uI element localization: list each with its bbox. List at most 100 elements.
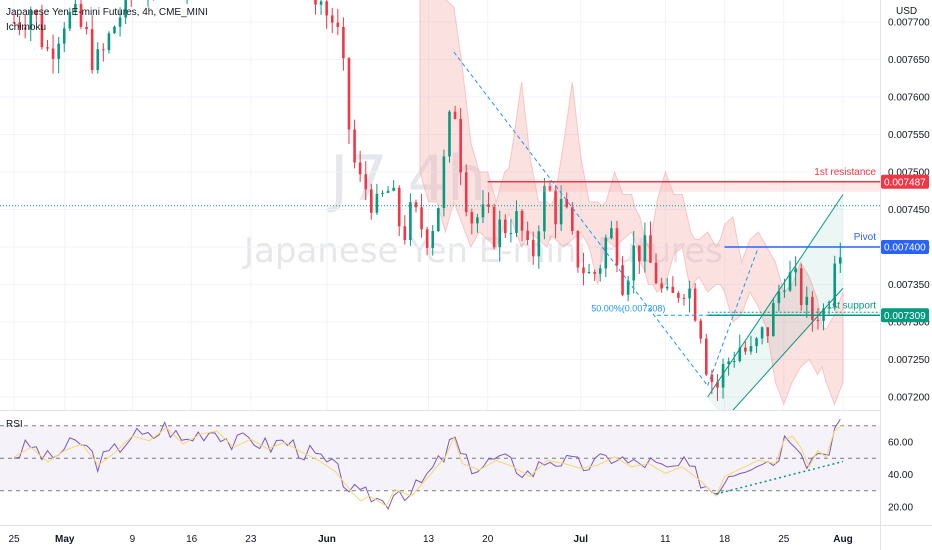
- candle-body: [732, 361, 736, 363]
- rsi-tick-label: 20.00: [888, 503, 913, 514]
- candle-body: [565, 199, 569, 208]
- candle-body: [582, 267, 585, 274]
- candle-body: [526, 230, 529, 240]
- candle-body: [12, 22, 16, 23]
- watermark-symbol: J7 4h: [326, 142, 486, 215]
- candle-body: [716, 381, 719, 388]
- candle-body: [325, 1, 328, 16]
- candle-body: [375, 193, 379, 213]
- price-tick-label: 0.007700: [888, 18, 930, 29]
- fib-retrace-line: [707, 246, 759, 386]
- candle-body: [654, 262, 658, 284]
- candle-body: [57, 43, 60, 59]
- candle-body: [336, 22, 340, 27]
- watermark: J7 4h Japanese Yen E-mini Futures: [242, 142, 723, 271]
- price-tick-label: 0.007600: [888, 93, 930, 104]
- resistance-zone: [487, 180, 880, 192]
- rsi-axis: 60.00 40.00 20.00: [888, 438, 913, 514]
- candle-body: [744, 347, 747, 352]
- rsi-tick-label: 60.00: [888, 438, 913, 449]
- candle-body: [113, 26, 116, 34]
- time-tick-label: 23: [245, 534, 257, 545]
- resistance-label: 1st resistance: [814, 167, 876, 178]
- candle-body: [520, 211, 524, 231]
- candle-body: [515, 211, 518, 234]
- candle-body: [671, 286, 675, 293]
- candle-body: [29, 10, 33, 30]
- candle-body: [487, 204, 490, 207]
- candle-body: [35, 10, 38, 15]
- rsi-ma-line: [13, 424, 844, 507]
- chart-title: Japanese Yen E-mini Futures, 4h, CME_MIN…: [6, 7, 208, 18]
- time-tick-label: 20: [482, 534, 494, 545]
- ichimoku-cloud: [0, 0, 880, 410]
- candle-body: [755, 338, 758, 347]
- candle-body: [319, 1, 323, 5]
- candle-body: [79, 3, 83, 27]
- candle-body: [816, 319, 820, 321]
- candle-body: [537, 231, 541, 257]
- candle-body: [688, 288, 691, 299]
- time-tick-label: 25: [8, 534, 20, 545]
- candle-body: [74, 3, 77, 12]
- candle-body: [481, 204, 485, 218]
- rsi-pane: [0, 418, 880, 510]
- candle-body: [749, 346, 753, 352]
- candle-body: [453, 111, 457, 119]
- time-tick-label: Jul: [574, 534, 589, 545]
- candle-body: [364, 174, 368, 190]
- candle-body: [392, 187, 395, 191]
- candle-body: [90, 29, 94, 71]
- candle-body: [40, 14, 44, 48]
- price-tick-label: 0.007350: [888, 280, 930, 291]
- candle-body: [442, 156, 446, 209]
- time-tick-label: Jun: [318, 534, 336, 545]
- candle-body: [699, 320, 703, 339]
- candle-body: [693, 288, 697, 321]
- candle-body: [788, 272, 792, 291]
- candle-body: [498, 219, 502, 248]
- price-tick-label: 0.007200: [888, 393, 930, 404]
- candle-body: [381, 192, 384, 194]
- time-axis: 25 May 9 16 23 Jun 13 20 Jul 11 18 25 Aug: [8, 534, 852, 545]
- candle-body: [833, 263, 837, 308]
- candle-body: [777, 291, 781, 304]
- candle-body: [342, 26, 345, 59]
- candle-body: [794, 268, 797, 273]
- candle-body: [23, 27, 27, 30]
- candle-body: [46, 47, 49, 49]
- candle-body: [68, 11, 72, 29]
- candle-body: [403, 226, 407, 241]
- ichimoku-cloud-area: [419, 0, 844, 406]
- candle-body: [576, 230, 580, 268]
- candle-body: [102, 49, 105, 51]
- candle-body: [571, 207, 574, 231]
- pivot-label: Pivot: [854, 232, 876, 243]
- indicator-label: Ichimoku: [6, 22, 47, 33]
- candle-body: [314, 0, 317, 5]
- candle-body: [604, 237, 608, 269]
- candle-body: [632, 245, 636, 281]
- level-labels: 1st resistance Pivot 1st support 50.00%(0.0…: [591, 167, 929, 323]
- level-price-badge-text: 0.007309: [884, 311, 926, 322]
- rsi-trend-line: [715, 460, 844, 495]
- candle-body: [677, 292, 680, 298]
- level-price-badge: [881, 174, 929, 189]
- candle-body: [353, 129, 356, 163]
- candle-body: [476, 217, 479, 224]
- candle-body: [509, 233, 513, 235]
- channel-upper-line: [707, 194, 844, 398]
- candle-body: [811, 296, 814, 320]
- price-tick-label: 0.007650: [888, 55, 930, 66]
- candle-body: [18, 22, 21, 28]
- candle-body: [643, 235, 647, 262]
- candle-body: [760, 327, 764, 339]
- candle-body: [124, 0, 127, 18]
- rsi-line: [13, 418, 841, 510]
- candle-body: [409, 202, 412, 241]
- candle-body: [459, 118, 462, 173]
- candle-body: [649, 235, 652, 263]
- price-tick-label: 0.007550: [888, 130, 930, 141]
- candle-body: [610, 228, 613, 238]
